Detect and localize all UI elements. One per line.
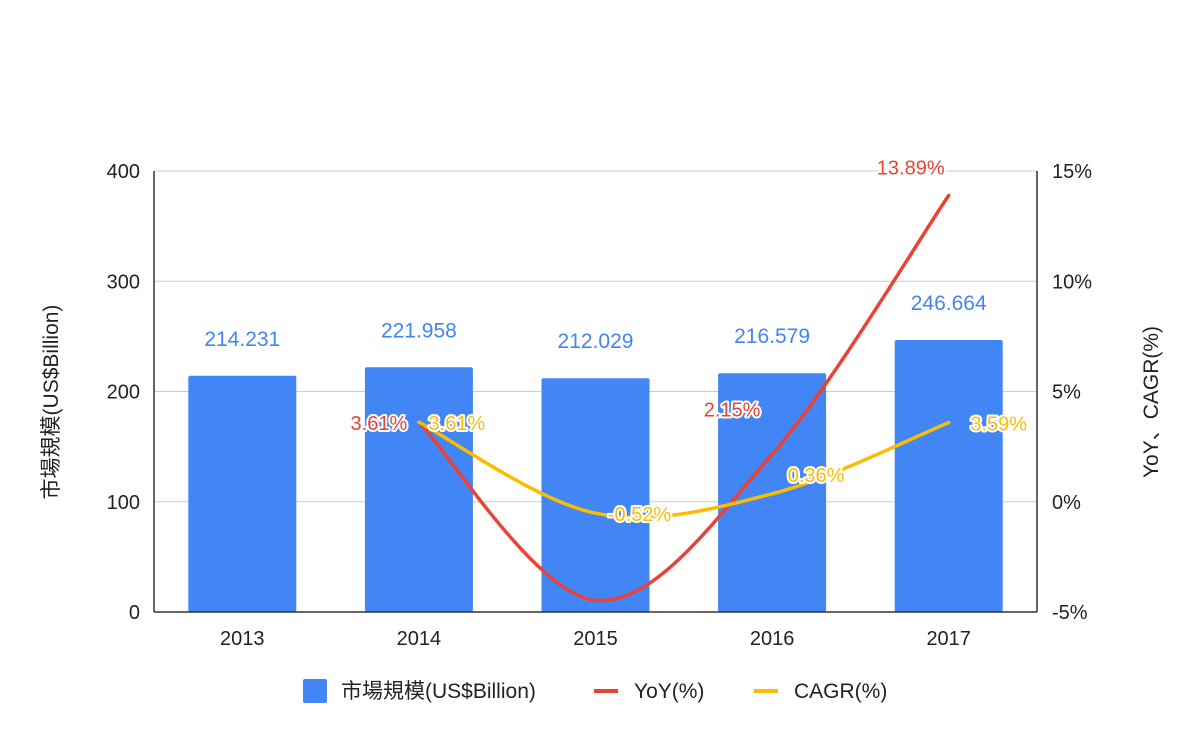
x-tick-label: 2014 [397, 628, 442, 650]
line-series [417, 193, 951, 603]
y2-axis-title: YoY、CAGR(%) [1140, 326, 1163, 478]
x-tick-label: 2016 [750, 628, 795, 650]
bar-value-label: 221.958 [381, 319, 457, 342]
series-line [417, 420, 951, 520]
y2-tick-label: 10% [1052, 271, 1092, 293]
bar [188, 375, 297, 612]
y2-tick-label: 0% [1052, 492, 1081, 514]
point-value-label: 3.61% [429, 413, 486, 435]
bar [364, 367, 473, 612]
point-value-label: -0.52% [608, 504, 672, 526]
bar-value-label: 212.029 [558, 330, 634, 353]
y2-tick-label: -5% [1052, 602, 1088, 624]
y-tick-label: 200 [107, 382, 140, 404]
y-tick-label: 100 [107, 492, 140, 514]
y-tick-label: 400 [107, 161, 140, 183]
point-value-label: 13.89% [877, 157, 945, 179]
legend-label: CAGR(%) [794, 680, 887, 703]
x-tick-label: 2013 [220, 628, 265, 650]
x-tick-label: 2017 [926, 628, 971, 650]
bar-value-label: 214.231 [204, 328, 280, 351]
y-tick-label: 0 [129, 602, 140, 624]
legend-label: 市場規模(US$Billion) [341, 680, 536, 703]
point-value-label: 3.59% [970, 414, 1027, 436]
y2-tick-label: 5% [1052, 382, 1081, 404]
bar-series [188, 340, 1003, 612]
series-line [417, 193, 951, 603]
y2-tick-label: 15% [1052, 161, 1092, 183]
bar-value-label: 246.664 [911, 292, 987, 315]
point-value-label: 0.36% [788, 465, 845, 487]
axes: 0 100 200 300 400 -5% 0% 5% 10% 15% 2013 2014 2015 20… [107, 161, 1093, 650]
bar-value-label: 216.579 [734, 325, 810, 348]
bar [894, 340, 1003, 612]
y-tick-label: 300 [107, 271, 140, 293]
legend: 市場規模(US$Billion) YoY(%) CAGR(%) [303, 679, 887, 703]
x-tick-label: 2015 [573, 628, 618, 650]
point-value-label: 3.61% [351, 413, 408, 435]
legend-swatch-bar [303, 679, 327, 703]
y-axis-title: 市場規模(US$Billion) [40, 305, 63, 500]
data-labels: 214.231 221.958 212.029 216.579 246.664 3.61%… [204, 155, 1029, 528]
bar [541, 378, 650, 612]
point-value-label: 2.15% [704, 399, 761, 421]
legend-label: YoY(%) [634, 680, 704, 703]
